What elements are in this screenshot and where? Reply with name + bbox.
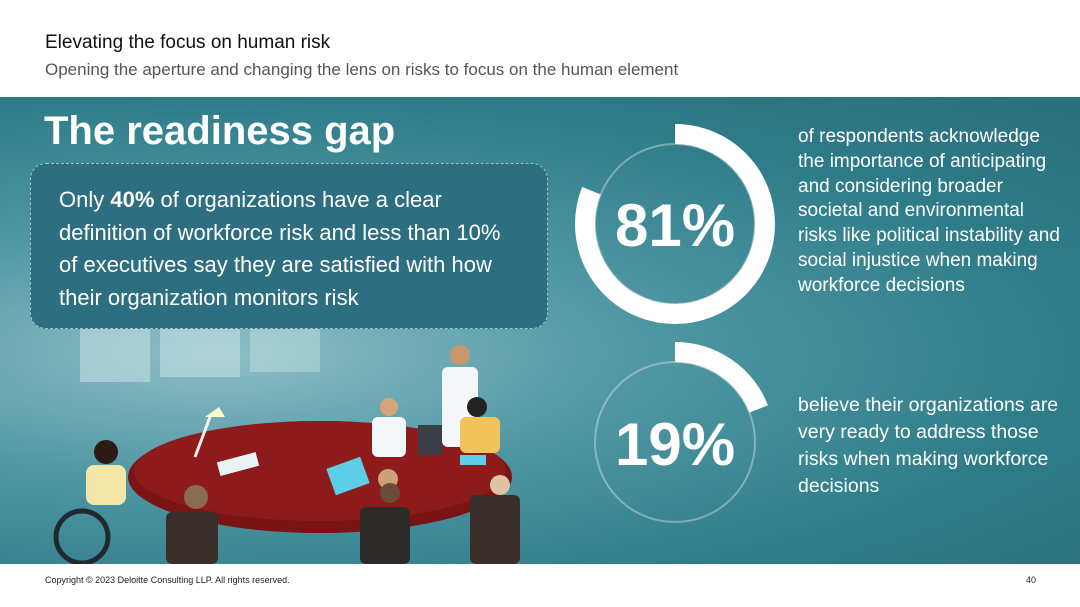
callout-text: of organizations have a clear definition… <box>59 187 501 310</box>
slide-title: Elevating the focus on human risk <box>45 32 331 53</box>
donut-fill-19 <box>575 342 775 542</box>
donut-chart-19 <box>575 342 775 542</box>
donut-chart-81 <box>575 124 775 324</box>
slide-footer: Copyright © 2023 Deloitte Consulting LLP… <box>0 564 1080 607</box>
stat-value-81: 81% <box>614 192 736 259</box>
meeting-illustration <box>53 312 520 564</box>
stat-description-19: believe their organizations are very rea… <box>798 394 1059 497</box>
callout-prefix: Only <box>59 187 111 212</box>
slide-header: Elevating the focus on human risk Openin… <box>0 0 1080 97</box>
callout-box: Only 40% of organizations have a clear d… <box>30 163 548 329</box>
content-panel: The readiness gap Only 40% of organizati… <box>0 97 1080 564</box>
section-heading: The readiness gap <box>44 109 396 153</box>
callout-highlight: 40% <box>110 187 155 212</box>
stat-description-81: of respondents acknowledge the importanc… <box>798 126 1060 296</box>
copyright-text: Copyright © 2023 Deloitte Consulting LLP… <box>45 575 290 585</box>
page-number: 40 <box>1025 575 1036 585</box>
donut-fill-81 <box>575 124 775 324</box>
stat-value-19: 19% <box>614 411 736 478</box>
slide-subtitle: Opening the aperture and changing the le… <box>45 60 679 79</box>
